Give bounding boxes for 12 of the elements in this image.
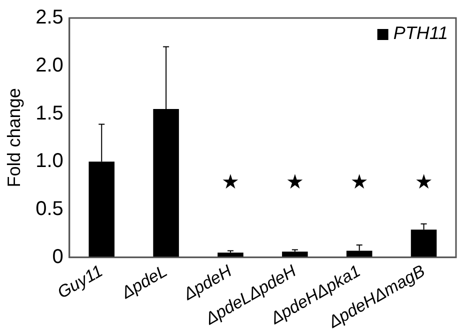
annotation: ★ xyxy=(222,169,240,194)
legend-label: PTH11 xyxy=(393,23,448,43)
y-tick-label: 1.0 xyxy=(36,150,64,172)
y-tick-label: 2.0 xyxy=(36,54,64,76)
y-tick-label: 0 xyxy=(52,246,64,268)
annotation: ★ xyxy=(286,169,304,194)
annotation: ★ xyxy=(414,169,433,194)
y-axis-title: Fold change xyxy=(4,88,24,188)
y-tick-label: 1.5 xyxy=(36,102,64,124)
y-tick-label: 0.5 xyxy=(36,198,64,220)
annotation: ★ xyxy=(350,169,368,194)
y-tick-label: 2.5 xyxy=(36,6,64,29)
